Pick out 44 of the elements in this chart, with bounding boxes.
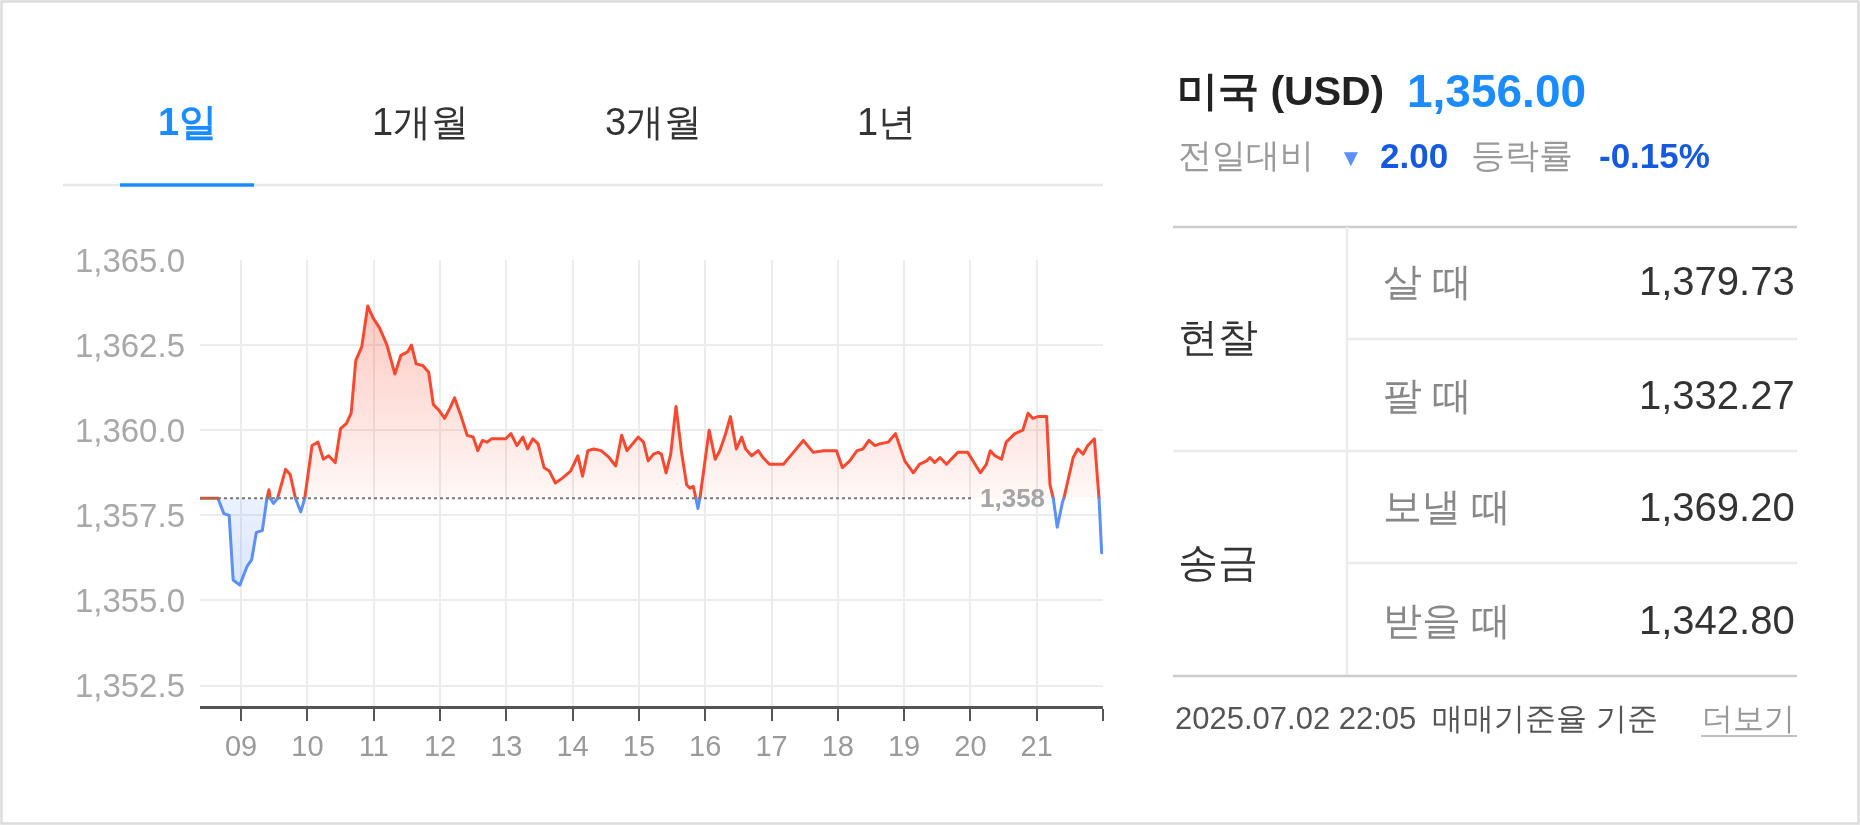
- text: 3개월: [605, 101, 703, 143]
- text: 더보기: [1702, 701, 1795, 736]
- y-tick-label: 1,352.5: [74, 667, 185, 705]
- text: 1,369.20: [1639, 485, 1795, 529]
- text: 1,379.73: [1639, 259, 1795, 303]
- text: 1,342.80: [1639, 598, 1795, 642]
- x-tick-label: 18: [821, 729, 854, 762]
- text: 송금: [1178, 540, 1258, 584]
- text: 받을 때: [1383, 599, 1511, 642]
- text: 현찰: [1178, 315, 1258, 359]
- y-tick-label: 1,357.5: [74, 496, 185, 534]
- text: 1,332.27: [1639, 373, 1795, 417]
- text: 미국 (USD): [1177, 68, 1385, 114]
- x-tick-label: 15: [622, 729, 656, 762]
- text: 2025.07.02 22:05: [1175, 701, 1417, 736]
- text: 1개월: [372, 101, 470, 143]
- x-tick-label: 19: [887, 729, 921, 762]
- text: 등락률: [1471, 136, 1573, 174]
- x-tick-label: 10: [291, 729, 324, 762]
- text: 살 때: [1383, 260, 1472, 303]
- text: 1년: [857, 101, 917, 143]
- text: ▼: [1339, 144, 1363, 171]
- y-tick-label: 1,365.0: [74, 241, 185, 279]
- text: 전일대비: [1178, 136, 1314, 174]
- ref-line-label: 1,358: [980, 483, 1046, 513]
- text: 보낼 때: [1383, 485, 1511, 528]
- x-tick-label: 11: [358, 729, 389, 762]
- text: -0.15%: [1599, 136, 1710, 175]
- text: 팔 때: [1383, 374, 1472, 417]
- y-tick-label: 1,360.0: [74, 411, 185, 449]
- text: 2.00: [1380, 136, 1449, 175]
- x-tick-label: 13: [490, 729, 523, 762]
- text: 1일: [158, 101, 218, 143]
- x-tick-label: 20: [954, 729, 987, 762]
- x-tick-label: 14: [556, 729, 589, 762]
- y-tick-label: 1,362.5: [74, 326, 185, 364]
- text: 매매기준율 기준: [1432, 701, 1658, 736]
- x-tick-label: 12: [423, 729, 457, 762]
- y-tick-label: 1,355.0: [74, 582, 185, 620]
- x-tick-label: 16: [689, 729, 722, 762]
- text: 1,356.00: [1407, 65, 1587, 117]
- x-tick-label: 21: [1020, 729, 1053, 762]
- x-tick-label: 09: [224, 729, 258, 762]
- x-tick-label: 17: [755, 729, 788, 762]
